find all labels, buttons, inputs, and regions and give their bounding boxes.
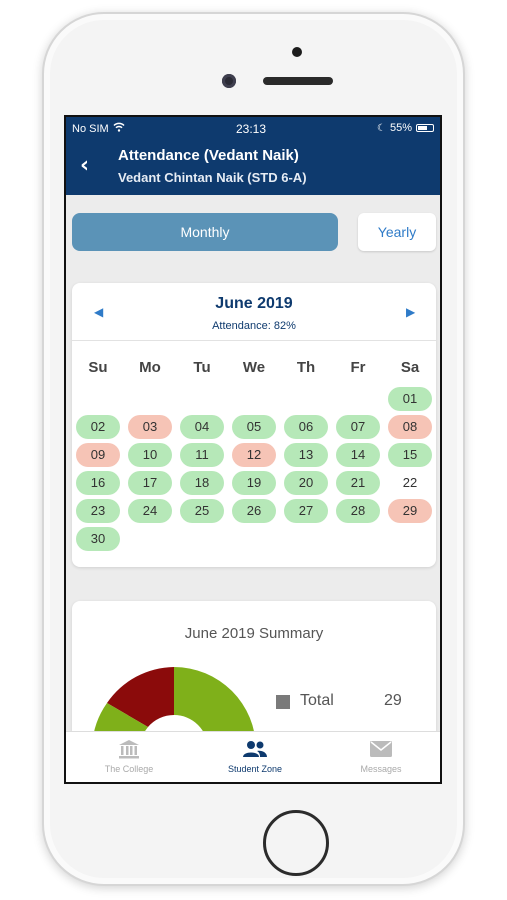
calendar-day[interactable]: 29 [388, 499, 432, 523]
calendar-day[interactable]: 06 [284, 415, 328, 439]
calendar-day[interactable]: 13 [284, 443, 328, 467]
calendar-day[interactable]: 19 [232, 471, 276, 495]
calendar-day[interactable]: 09 [76, 443, 120, 467]
bottom-tab-bar: The College Student Zone Messages [66, 731, 440, 782]
donut-segment-present [174, 667, 256, 745]
calendar-day[interactable]: 14 [336, 443, 380, 467]
tab-label: The College [104, 764, 154, 774]
tab-monthly[interactable]: Monthly [72, 213, 338, 251]
weekday-header: Su [88, 359, 108, 376]
carrier-label: No SIM [72, 122, 109, 135]
divider [72, 340, 436, 341]
calendar-day[interactable]: 11 [180, 443, 224, 467]
people-icon [192, 738, 318, 760]
prev-month-icon[interactable]: ◀ [94, 305, 104, 319]
legend-swatch-total [276, 695, 290, 709]
calendar-day[interactable]: 01 [388, 387, 432, 411]
calendar-month: June 2019 [215, 295, 293, 312]
front-sensor [292, 47, 302, 57]
calendar-day[interactable]: 10 [128, 443, 172, 467]
app-header: ‹ Attendance (Vedant Naik) Vedant Chinta… [66, 139, 440, 195]
calendar-day[interactable]: 25 [180, 499, 224, 523]
calendar-day[interactable]: 27 [284, 499, 328, 523]
battery-icon [416, 124, 434, 132]
app-screen: No SIM 23:13 ☾ 55% ‹ Attendance (Vedant … [64, 115, 442, 784]
tab-label: Student Zone [227, 764, 283, 774]
envelope-icon [318, 738, 440, 760]
calendar-day[interactable]: 21 [336, 471, 380, 495]
summary-title: June 2019 Summary [184, 625, 324, 642]
tab-yearly[interactable]: Yearly [358, 213, 436, 251]
calendar-day[interactable]: 04 [180, 415, 224, 439]
tab-messages[interactable]: Messages [318, 738, 440, 774]
weekday-header: Sa [400, 359, 420, 376]
weekday-header: Tu [193, 359, 211, 376]
legend-value-total: 29 [384, 692, 402, 709]
wifi-icon [113, 122, 125, 135]
earpiece-speaker [263, 77, 333, 85]
donut-segment-absent [107, 667, 174, 727]
tab-the-college[interactable]: The College [66, 738, 192, 774]
page-subtitle: Vedant Chintan Naik (STD 6-A) [118, 170, 307, 185]
page-title: Attendance (Vedant Naik) [118, 147, 299, 164]
front-camera [222, 74, 236, 88]
calendar-day[interactable]: 05 [232, 415, 276, 439]
status-time: 23:13 [236, 122, 267, 136]
calendar-day[interactable]: 24 [128, 499, 172, 523]
calendar-day[interactable]: 16 [76, 471, 120, 495]
calendar-day[interactable]: 17 [128, 471, 172, 495]
attendance-percent: Attendance: 82% [212, 320, 296, 332]
weekday-header: Mo [139, 359, 161, 376]
battery-percent: 55% [389, 122, 412, 134]
weekday-header: Fr [350, 359, 366, 376]
tab-label: Messages [360, 764, 402, 774]
status-bar: No SIM 23:13 ☾ 55% [66, 117, 440, 139]
calendar-day[interactable]: 18 [180, 471, 224, 495]
calendar-day[interactable]: 23 [76, 499, 120, 523]
weekday-header: Th [296, 359, 316, 376]
calendar-day[interactable]: 20 [284, 471, 328, 495]
calendar-day[interactable]: 28 [336, 499, 380, 523]
legend-label-total: Total [300, 692, 334, 709]
calendar-day[interactable]: 30 [76, 527, 120, 551]
bank-icon [66, 738, 192, 760]
calendar-day[interactable]: 08 [388, 415, 432, 439]
calendar-day[interactable]: 03 [128, 415, 172, 439]
moon-icon: ☾ [377, 122, 386, 134]
calendar-day[interactable]: 07 [336, 415, 380, 439]
home-button[interactable] [263, 810, 329, 876]
calendar-day[interactable]: 26 [232, 499, 276, 523]
tab-student-zone[interactable]: Student Zone [192, 738, 318, 774]
calendar-day[interactable]: 02 [76, 415, 120, 439]
next-month-icon[interactable]: ▶ [406, 305, 416, 319]
weekday-header: We [242, 359, 266, 376]
calendar-card: ◀ ▶ June 2019 Attendance: 82% Su Mo Tu We Th… [72, 283, 436, 567]
back-chevron-icon[interactable]: ‹ [80, 153, 90, 178]
calendar-day[interactable]: 15 [388, 443, 432, 467]
calendar-day[interactable]: 12 [232, 443, 276, 467]
calendar-day[interactable]: 22 [402, 475, 418, 490]
